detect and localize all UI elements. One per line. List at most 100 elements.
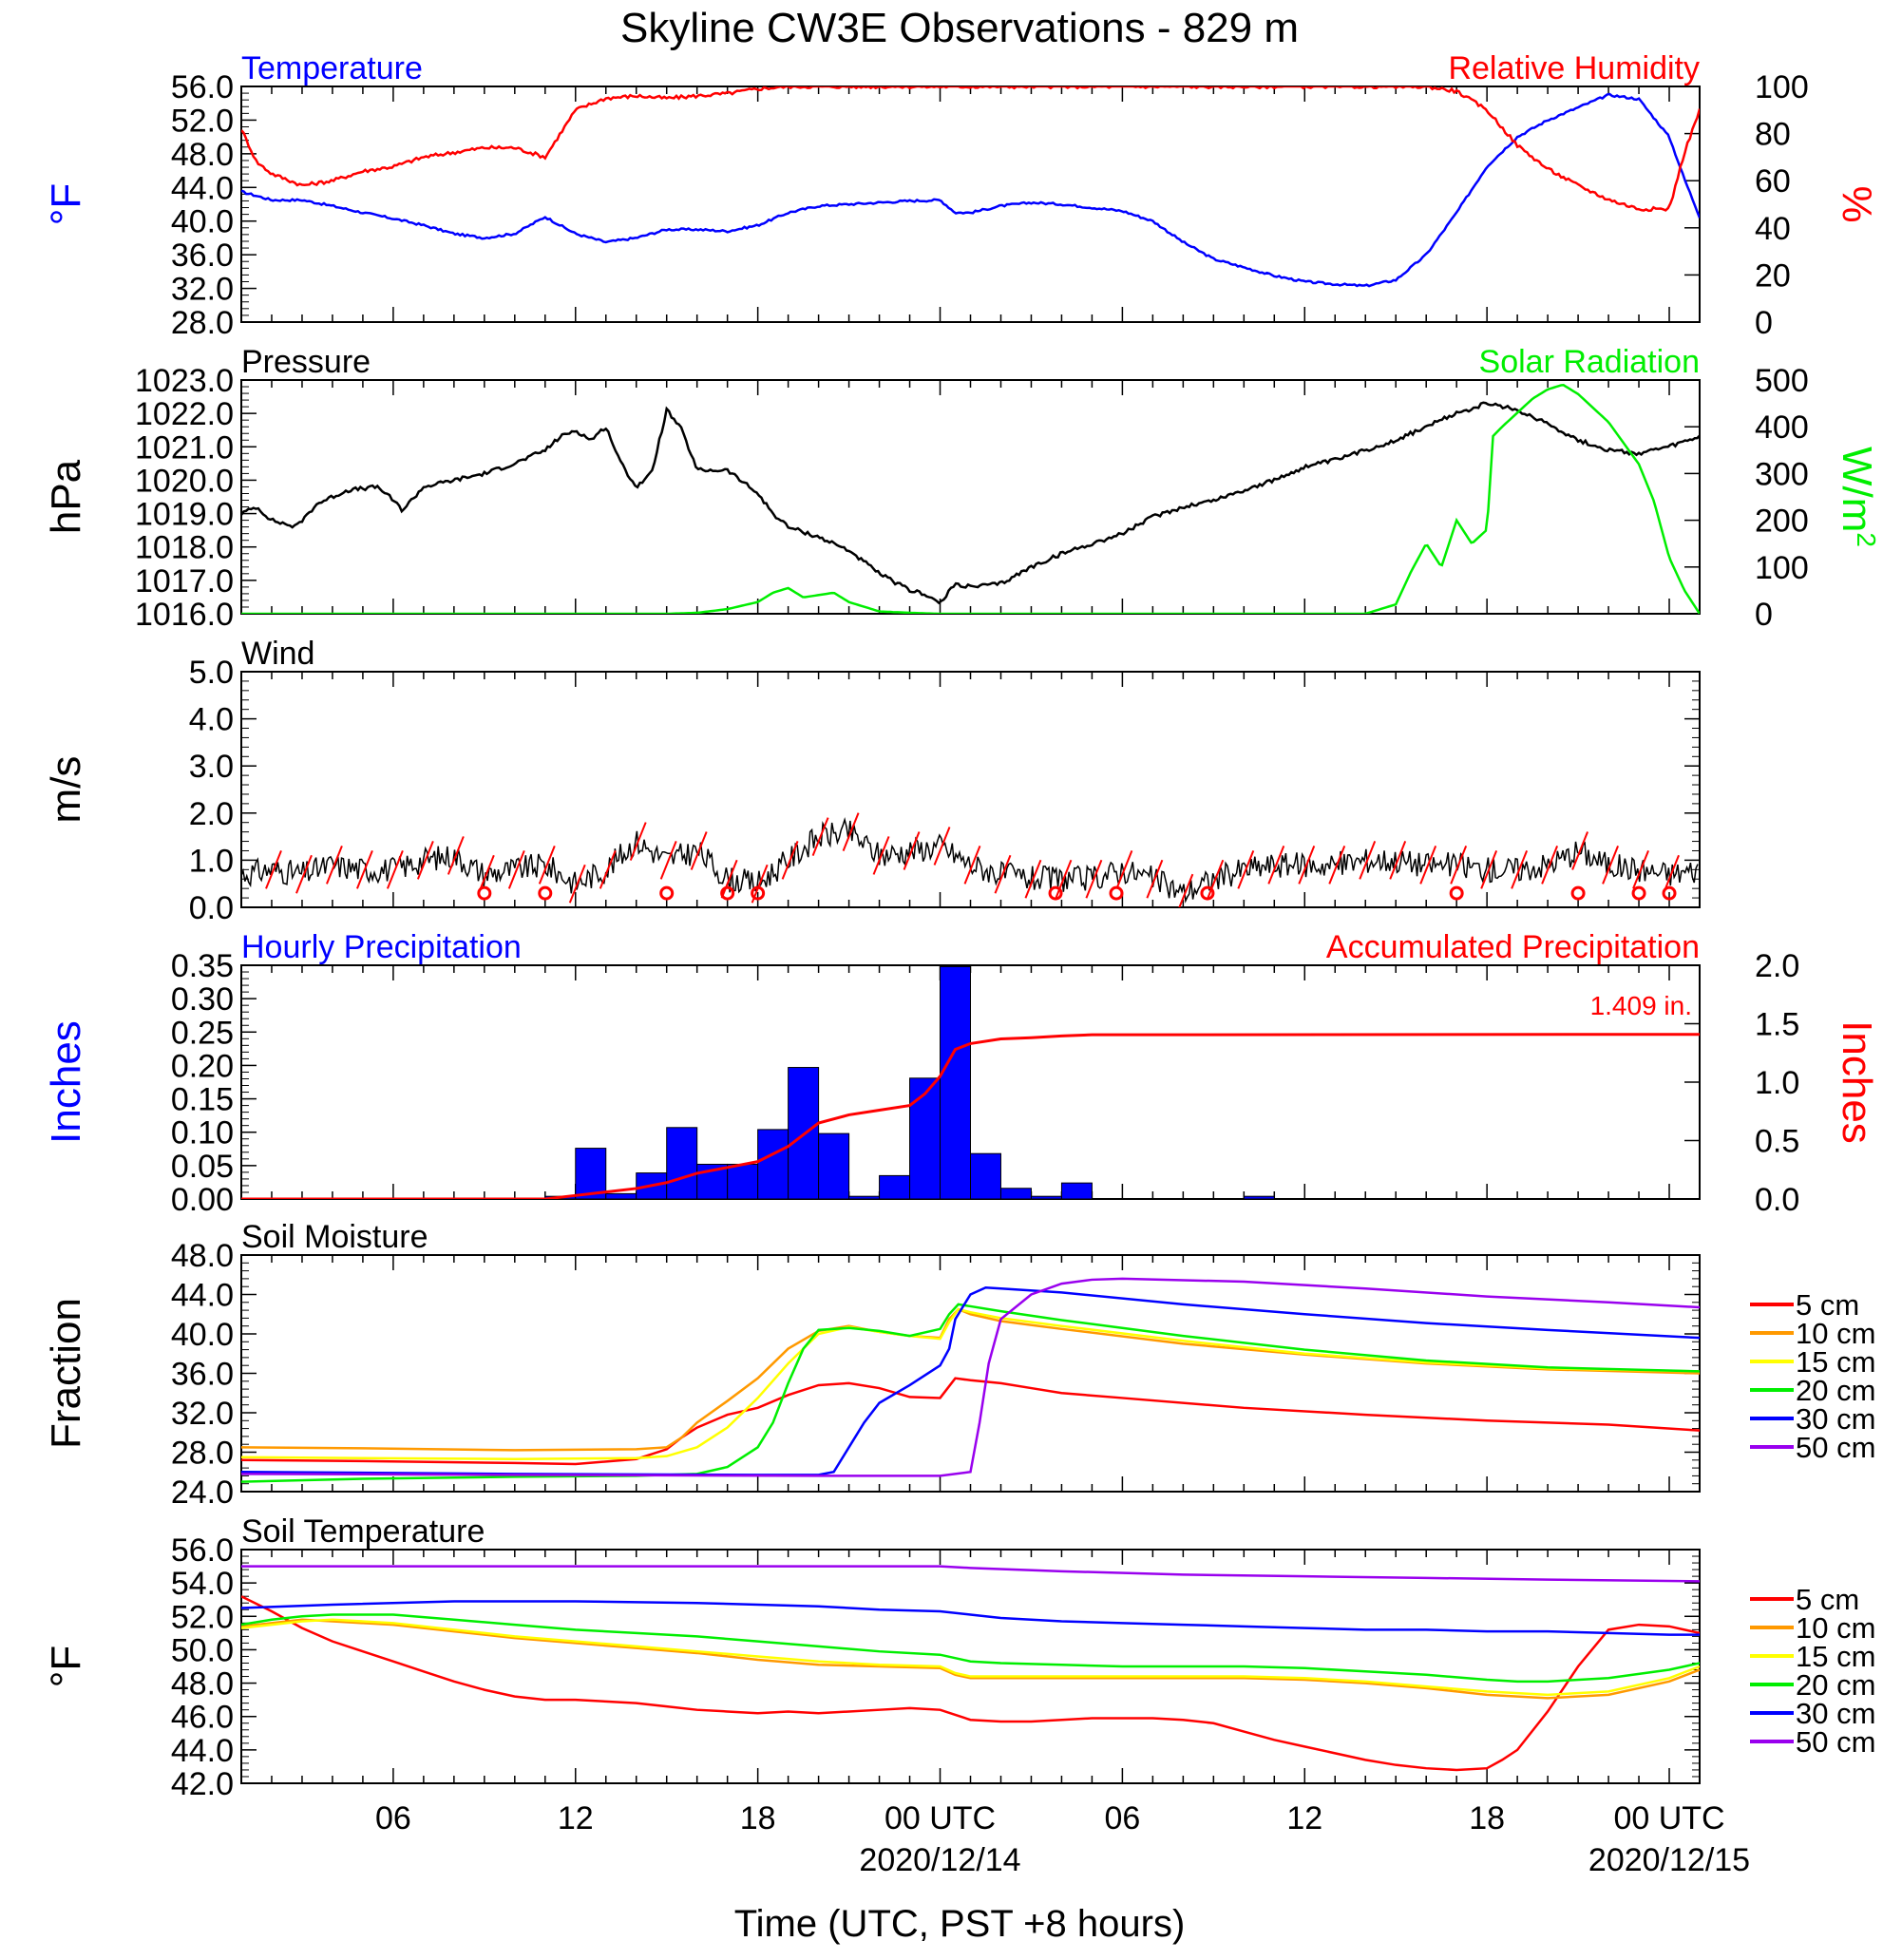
x-axis-label: Time (UTC, PST +8 hours) (734, 1903, 1186, 1945)
y2-tick-label: 80 (1755, 117, 1791, 153)
wind-direction-tick (811, 817, 829, 856)
wind-direction-tick (1602, 845, 1619, 885)
y-tick-label: 44.0 (171, 1733, 234, 1769)
wind-direction-tick (326, 845, 343, 885)
series-line-5cm (241, 1377, 1700, 1466)
plot-frame (240, 379, 1701, 615)
left-y-axis-label: °F (43, 183, 89, 225)
legend-label: 30 cm (1796, 1402, 1875, 1436)
y-tick-label: 32.0 (171, 1396, 234, 1432)
y2-tick-label: 20 (1755, 257, 1791, 294)
y-tick-label: 44.0 (171, 1278, 234, 1314)
calm-marker (1200, 885, 1215, 901)
series-line-left (241, 401, 1700, 605)
series-line-left (241, 92, 1700, 288)
wind-direction-tick (720, 859, 738, 899)
right-y-axis-label: Inches (1834, 1020, 1880, 1144)
wind-direction-tick (1055, 859, 1073, 899)
panel-pressure: 1016.01017.01018.01019.01020.01021.01022… (43, 344, 1882, 633)
legend-label: 50 cm (1796, 1725, 1875, 1759)
wind-direction-tick (1085, 859, 1103, 899)
x-tick-date-label: 2020/12/14 (859, 1842, 1020, 1878)
y-tick-label: 0.05 (171, 1149, 234, 1185)
y-tick-label: 36.0 (171, 238, 234, 274)
legend-label: 20 cm (1796, 1668, 1875, 1702)
wind-direction-tick (690, 831, 708, 870)
x-tick-label: 18 (740, 1800, 776, 1836)
accumulated-total-label: 1.409 in. (1590, 991, 1692, 1020)
x-tick-label: 06 (1104, 1800, 1140, 1836)
series-line-5cm (241, 1595, 1700, 1772)
legend-label: 10 cm (1796, 1317, 1875, 1350)
panel-left-title: Hourly Precipitation (241, 929, 522, 965)
y-tick-label: 56.0 (171, 69, 234, 105)
wind-direction-tick (781, 841, 799, 880)
precip-bar (1030, 1195, 1062, 1199)
y2-tick-label: 500 (1755, 363, 1809, 399)
calm-marker (1048, 885, 1063, 901)
y-tick-label: 0.00 (171, 1182, 234, 1218)
plot-area (241, 384, 1700, 614)
y-tick-label: 24.0 (171, 1475, 234, 1511)
left-y-axis-label: °F (43, 1646, 89, 1687)
wind-direction-tick (629, 822, 647, 861)
wind-direction-tick (599, 849, 617, 889)
left-y-axis-label: Inches (43, 1020, 89, 1144)
precip-bar (970, 1152, 1001, 1199)
y2-tick-label: 60 (1755, 163, 1791, 200)
y2-tick-label: 300 (1755, 456, 1809, 492)
wind-direction-tick (659, 841, 677, 880)
legend-label: 30 cm (1796, 1697, 1875, 1730)
series-line-30cm (241, 1285, 1700, 1476)
x-tick-label: 00 UTC (884, 1800, 996, 1836)
calm-marker (1109, 885, 1124, 901)
y-tick-label: 0.10 (171, 1115, 234, 1151)
wind-direction-tick (903, 831, 921, 870)
plot-frame (240, 1254, 1701, 1493)
wind-direction-tick (994, 854, 1012, 894)
y-tick-label: 56.0 (171, 1532, 234, 1569)
wind-direction-tick (1146, 859, 1164, 899)
y-tick-label: 3.0 (189, 749, 234, 785)
wind-direction-tick (842, 812, 860, 852)
wind-direction-tick (386, 849, 404, 889)
precip-bar (666, 1127, 698, 1199)
wind-direction-tick (1480, 849, 1498, 889)
legend-label: 5 cm (1796, 1583, 1859, 1616)
y-tick-label: 52.0 (171, 1599, 234, 1635)
series-line-15cm (241, 1307, 1700, 1461)
series-line-20cm (241, 1303, 1700, 1483)
wind-direction-tick (1237, 849, 1255, 889)
panel-right-title: Relative Humidity (1448, 50, 1700, 86)
plot-frame (240, 1549, 1701, 1784)
x-tick-label: 18 (1469, 1800, 1505, 1836)
y-tick-label: 1017.0 (135, 563, 234, 599)
y-tick-label: 4.0 (189, 702, 234, 738)
wind-direction-tick (751, 864, 769, 904)
y-tick-label: 36.0 (171, 1357, 234, 1393)
x-tick-label: 00 UTC (1613, 1800, 1724, 1836)
accumulated-precip-line (241, 1033, 1700, 1199)
series-line-20cm (241, 1613, 1700, 1684)
x-tick-date-label: 2020/12/15 (1588, 1842, 1750, 1878)
y-tick-label: 1.0 (189, 843, 234, 879)
legend-label: 10 cm (1796, 1611, 1875, 1645)
y-tick-label: 5.0 (189, 655, 234, 691)
panel-left-title: Wind (241, 636, 314, 672)
y2-tick-label: 0.0 (1755, 1182, 1799, 1218)
y-tick-label: 1018.0 (135, 530, 234, 566)
right-y-axis-label: % (1834, 185, 1880, 222)
plot-area (241, 812, 1699, 907)
precip-bar (727, 1163, 759, 1199)
y-tick-label: 0.20 (171, 1048, 234, 1084)
y-tick-label: 48.0 (171, 1238, 234, 1274)
series-line-right (241, 384, 1700, 614)
y-tick-label: 44.0 (171, 170, 234, 206)
panel-left-title: Pressure (241, 344, 371, 380)
wind-direction-tick (1115, 849, 1133, 889)
wind-direction-tick (355, 849, 373, 889)
wind-direction-tick (1328, 845, 1346, 885)
y2-tick-label: 0 (1755, 597, 1773, 633)
wind-direction-tick (1632, 849, 1649, 889)
